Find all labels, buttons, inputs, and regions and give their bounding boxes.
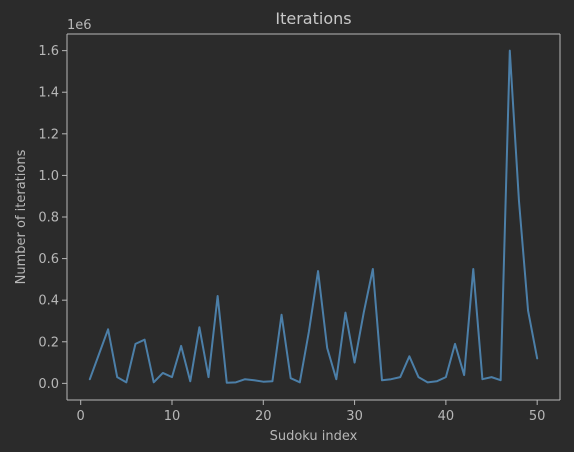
series-line <box>88 49 539 384</box>
y-tick-label: 1.0 <box>38 169 59 184</box>
y-tick-label: 0.4 <box>38 294 59 309</box>
x-tick-label: 30 <box>346 409 363 424</box>
y-tick-label: 1.6 <box>38 44 59 59</box>
x-tick-label: 20 <box>255 409 272 424</box>
y-axis-label: Number of iterations <box>14 149 29 284</box>
x-tick-label: 10 <box>164 409 181 424</box>
x-axis-label: Sudoku index <box>270 429 358 444</box>
x-tick-label: 40 <box>438 409 455 424</box>
axes-layer: 0 10 20 30 40 50 0.0 0.2 0.4 0.6 0.8 1.0 1.2 1.4 1.6 <box>38 33 561 424</box>
y-tick-label: 1.2 <box>38 127 59 142</box>
y-tick-label: 0.6 <box>38 252 59 267</box>
y-tick-label: 0.0 <box>38 377 59 392</box>
y-tick-label: 0.2 <box>38 335 59 350</box>
plot-area <box>67 34 560 400</box>
x-tick-label: 0 <box>77 409 85 424</box>
y-tick-label: 1.4 <box>38 86 59 101</box>
x-tick-label: 50 <box>529 409 546 424</box>
y-tick-label: 0.8 <box>38 211 59 226</box>
y-axis-offset-label: 1e6 <box>67 18 92 33</box>
chart-title: Iterations <box>275 9 351 28</box>
data-layer <box>88 49 539 384</box>
